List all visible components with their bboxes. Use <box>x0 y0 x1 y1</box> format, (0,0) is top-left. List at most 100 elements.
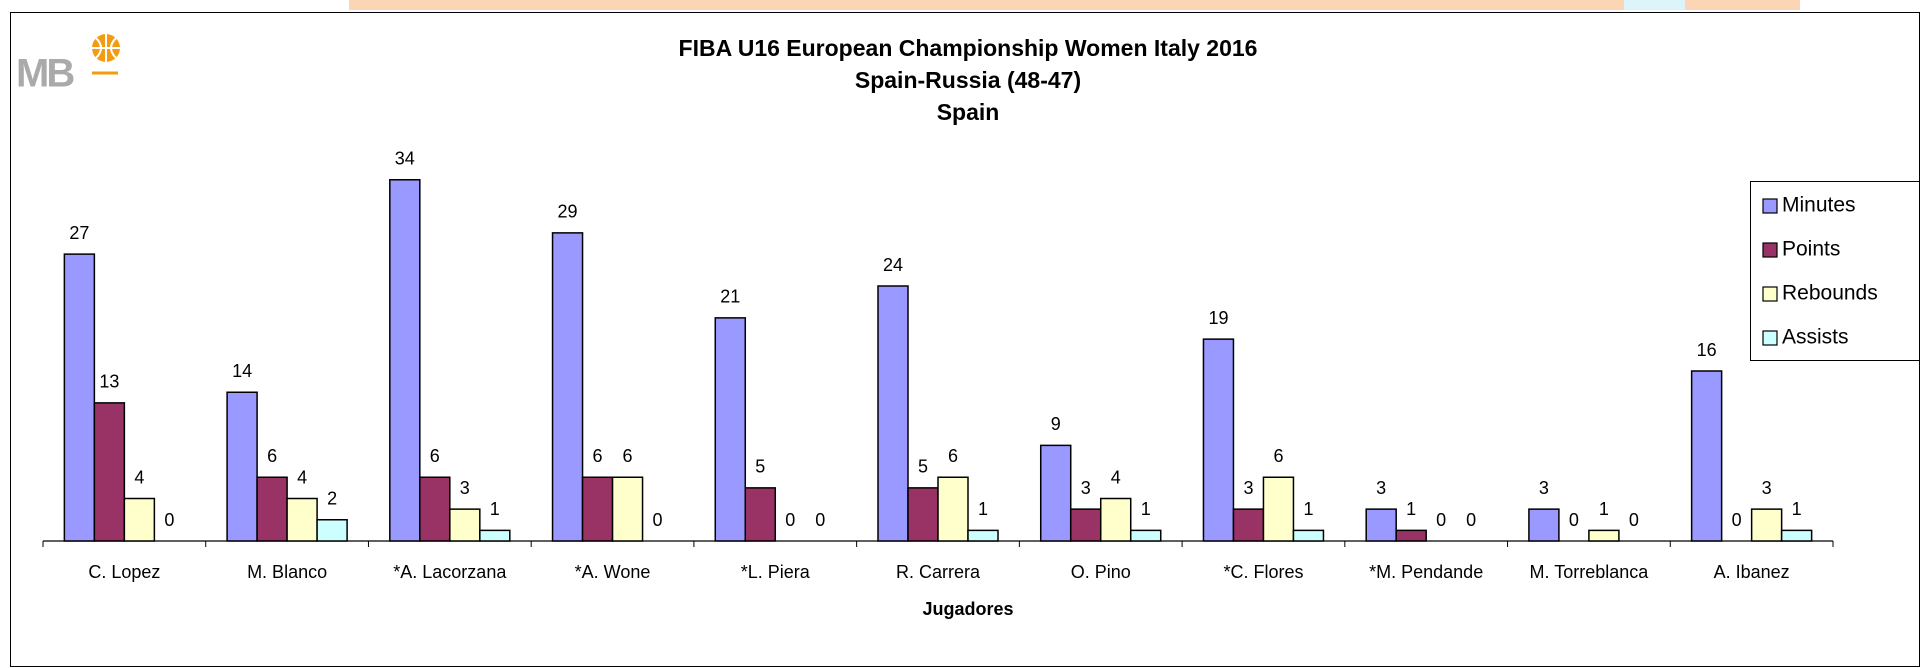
x-tick-label: M. Blanco <box>247 562 327 582</box>
legend-label: Points <box>1782 238 1840 261</box>
data-label: 1 <box>1792 499 1802 519</box>
bar <box>449 508 481 542</box>
bar <box>581 476 614 542</box>
data-label: 5 <box>755 457 765 477</box>
bar <box>1262 476 1295 542</box>
bar <box>1202 338 1235 542</box>
legend-label: Rebounds <box>1782 282 1878 305</box>
data-label: 0 <box>1466 510 1476 530</box>
data-label: 3 <box>1762 478 1772 498</box>
bar <box>1750 508 1783 542</box>
data-label: 24 <box>883 255 903 275</box>
x-tick-label: R. Carrera <box>896 562 981 582</box>
logo: MB <box>16 34 120 96</box>
legend-swatch <box>1762 198 1778 214</box>
chart-team: Spain <box>937 99 1000 125</box>
legend-swatch <box>1762 242 1778 258</box>
data-label: 5 <box>918 457 928 477</box>
data-label: 29 <box>558 202 578 222</box>
bar <box>389 179 421 542</box>
data-label: 3 <box>1539 478 1549 498</box>
legend-swatch <box>1762 286 1778 302</box>
data-label: 13 <box>99 372 119 392</box>
bar <box>877 285 909 542</box>
data-label: 4 <box>1111 467 1121 487</box>
logo-ball-lines <box>92 34 120 62</box>
bar <box>1528 508 1560 542</box>
bar <box>1780 529 1813 542</box>
data-label: 0 <box>785 510 795 530</box>
data-label: 6 <box>948 446 958 466</box>
data-label: 0 <box>653 510 663 530</box>
bar <box>419 476 451 542</box>
bar <box>1395 529 1427 542</box>
chart-subtitle: Spain-Russia (48-47) <box>855 67 1081 93</box>
x-tick-label: O. Pino <box>1071 562 1131 582</box>
data-label: 1 <box>490 499 500 519</box>
bar <box>1690 370 1723 542</box>
data-label: 21 <box>720 287 740 307</box>
data-label: 0 <box>1436 510 1446 530</box>
data-label: 4 <box>134 467 144 487</box>
x-tick-label: *L. Piera <box>741 562 811 582</box>
data-label: 14 <box>232 361 252 381</box>
chart-title: FIBA U16 European Championship Women Ita… <box>679 35 1258 61</box>
data-label: 3 <box>460 478 470 498</box>
bar <box>93 402 126 542</box>
bar <box>1292 529 1325 542</box>
bar <box>286 497 318 542</box>
bar <box>479 529 511 542</box>
data-label: 6 <box>593 446 603 466</box>
top-strip-cell <box>1624 0 1685 10</box>
data-label: 34 <box>395 149 415 169</box>
data-label: 16 <box>1697 340 1717 360</box>
bar <box>611 476 644 542</box>
bar <box>1099 497 1132 542</box>
bar <box>1232 508 1265 542</box>
data-label: 6 <box>430 446 440 466</box>
data-label: 3 <box>1376 478 1386 498</box>
data-label: 6 <box>1273 446 1283 466</box>
data-label: 4 <box>297 467 307 487</box>
bar <box>1365 508 1397 542</box>
x-tick-label: *M. Pendande <box>1369 562 1483 582</box>
data-label: 0 <box>815 510 825 530</box>
x-tick-label: *C. Flores <box>1223 562 1303 582</box>
data-label: 0 <box>1629 510 1639 530</box>
bar <box>256 476 288 542</box>
bar <box>551 232 584 542</box>
bar <box>1129 529 1162 542</box>
x-tick-label: A. Ibanez <box>1714 562 1790 582</box>
x-tick-label: C. Lopez <box>88 562 160 582</box>
x-tick-label: M. Torreblanca <box>1530 562 1650 582</box>
data-label: 19 <box>1208 308 1228 328</box>
bar <box>1069 508 1102 542</box>
logo-text: MB <box>16 52 74 96</box>
data-label: 3 <box>1081 478 1091 498</box>
legend-label: Assists <box>1782 326 1849 349</box>
data-label: 1 <box>1141 499 1151 519</box>
data-label: 1 <box>978 499 988 519</box>
bar <box>123 497 156 542</box>
x-axis-label: Jugadores <box>922 599 1013 619</box>
data-label: 6 <box>623 446 633 466</box>
data-label: 3 <box>1243 478 1253 498</box>
bar <box>316 519 348 542</box>
bar <box>714 317 747 542</box>
data-label: 0 <box>1569 510 1579 530</box>
bar <box>1588 529 1620 542</box>
data-label: 0 <box>1732 510 1742 530</box>
bar <box>744 487 777 542</box>
x-tick-label: *A. Wone <box>575 562 651 582</box>
legend-box <box>1750 181 1920 361</box>
data-label: 1 <box>1303 499 1313 519</box>
bar <box>967 529 999 542</box>
data-label: 6 <box>267 446 277 466</box>
data-label: 0 <box>164 510 174 530</box>
legend-label: Minutes <box>1782 194 1856 217</box>
data-label: 1 <box>1406 499 1416 519</box>
x-tick-label: *A. Lacorzana <box>393 562 507 582</box>
top-strip <box>349 0 1800 10</box>
legend-swatch <box>1762 330 1778 346</box>
